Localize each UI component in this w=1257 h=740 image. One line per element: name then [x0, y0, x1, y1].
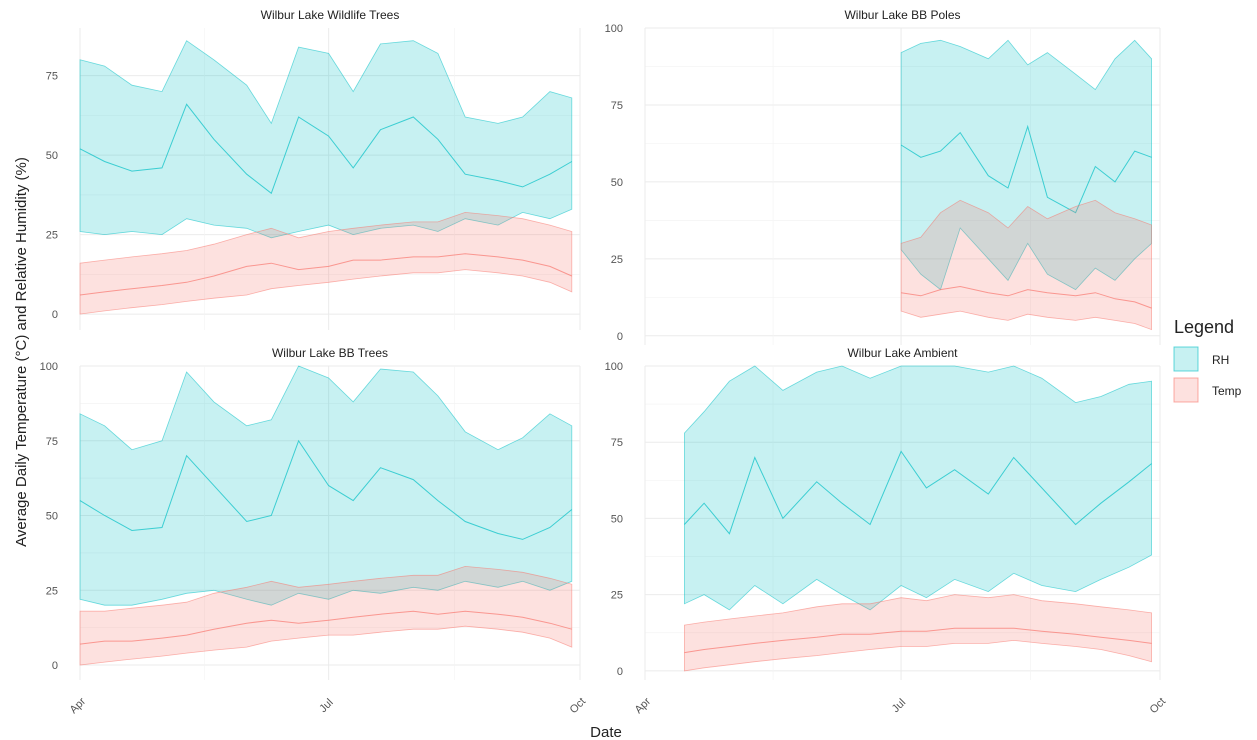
x-tick-label: Jul	[317, 697, 335, 715]
panel-title: Wilbur Lake BB Trees	[272, 346, 388, 360]
y-tick-label: 100	[605, 361, 623, 373]
mean-line-rh	[900, 124, 1152, 214]
y-tick-label: 75	[46, 71, 58, 83]
mean-line-rh	[684, 450, 1152, 535]
ribbon-rh	[684, 365, 1152, 611]
x-tick-label: Apr	[68, 695, 89, 716]
y-tick-label: 75	[611, 437, 623, 449]
ribbon-temp	[684, 594, 1152, 672]
y-tick-label: 50	[611, 177, 623, 189]
y-tick-label: 75	[611, 100, 623, 112]
panel-4: Wilbur Lake Ambient 0 25 50 75 100 Apr Jul Oct	[605, 346, 1169, 716]
ribbon-temp	[900, 199, 1152, 331]
x-axis-label: Date	[590, 724, 622, 740]
y-tick-label: 0	[52, 309, 58, 321]
y-tick-label: 25	[46, 230, 58, 242]
y-axis-label: Average Daily Temperature (°C) and Relat…	[13, 157, 30, 547]
panel-title: Wilbur Lake BB Poles	[844, 8, 960, 22]
y-tick-label: 25	[46, 585, 58, 597]
y-tick-label: 0	[52, 660, 58, 672]
ribbon-rh	[79, 365, 573, 606]
panel-1: Wilbur Lake Wildlife Trees 0 25 50 75	[46, 8, 581, 330]
legend-key-temp	[1173, 377, 1199, 403]
ribbon-rh	[79, 40, 573, 239]
legend-key-rh	[1173, 346, 1199, 372]
legend-title: Legend	[1174, 317, 1234, 337]
panel-3: Wilbur Lake BB Trees 0 25 50 75 100 Apr Jul Oct	[40, 346, 589, 716]
legend-label-temp: Temp	[1212, 384, 1242, 398]
x-tick-label: Oct	[1148, 696, 1169, 717]
panel-2: Wilbur Lake BB Poles 0 25 50 75 100	[605, 8, 1161, 345]
y-tick-label: 50	[46, 150, 58, 162]
mean-line-temp	[79, 610, 572, 645]
x-tick-label: Apr	[633, 695, 654, 716]
y-tick-label: 50	[46, 511, 58, 523]
panel-title: Wilbur Lake Ambient	[847, 346, 958, 360]
y-tick-label: 25	[611, 590, 623, 602]
mean-line-temp	[684, 627, 1152, 654]
ribbon-temp	[79, 211, 573, 315]
panel-title: Wilbur Lake Wildlife Trees	[261, 8, 400, 22]
mean-line-rh	[79, 103, 573, 195]
y-tick-label: 0	[617, 666, 623, 678]
y-tick-label: 75	[46, 436, 58, 448]
y-tick-label: 50	[611, 513, 623, 525]
legend: Legend RH Temp	[1173, 317, 1242, 403]
mean-line-temp	[901, 285, 1152, 309]
x-tick-label: Oct	[568, 696, 589, 717]
mean-line-temp	[79, 253, 573, 296]
y-tick-label: 0	[617, 331, 623, 343]
x-tick-label: Jul	[890, 697, 908, 715]
y-tick-label: 100	[40, 361, 58, 373]
mean-line-rh	[79, 439, 573, 540]
ribbon-temp	[79, 565, 573, 666]
y-tick-label: 25	[611, 254, 623, 266]
y-tick-label: 100	[605, 23, 623, 35]
legend-label-rh: RH	[1212, 353, 1229, 367]
